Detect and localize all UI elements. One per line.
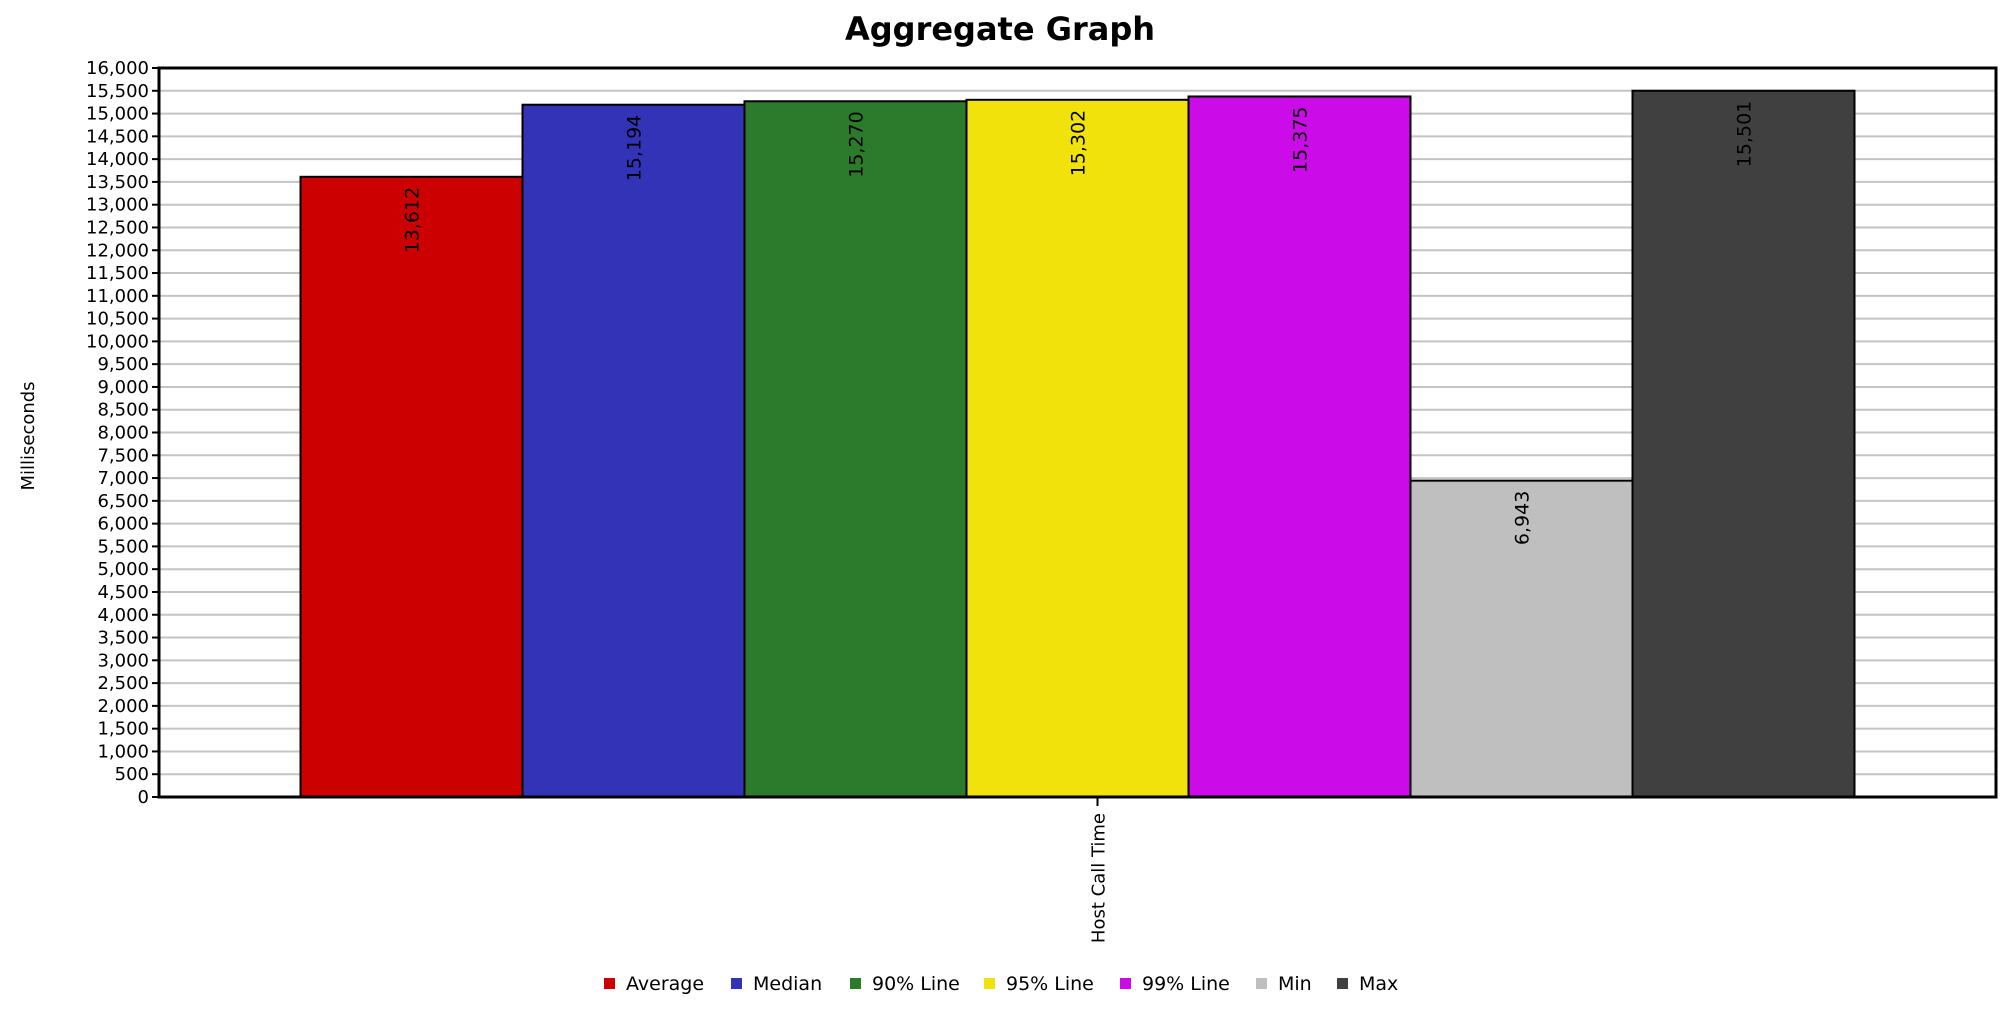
- legend-item-label: Median: [753, 973, 822, 995]
- y-tick-label: 4,500: [97, 582, 149, 603]
- y-tick-label: 5,000: [97, 559, 149, 580]
- y-axis-label: Milliseconds: [18, 381, 39, 490]
- legend-item-label: 90% Line: [872, 973, 960, 995]
- y-tick-label: 3,000: [97, 650, 149, 671]
- bar: [521, 103, 746, 798]
- y-tick-label: 10,000: [86, 331, 149, 352]
- bar: [1631, 89, 1856, 798]
- legend-swatch: [604, 978, 615, 989]
- bar-value-label: 15,501: [1734, 101, 1756, 167]
- bar-value-label: 15,270: [846, 111, 868, 177]
- bar: [965, 98, 1190, 799]
- legend-swatch: [1337, 978, 1348, 989]
- y-tick-label: 3,500: [97, 628, 149, 649]
- y-tick-label: 9,000: [97, 377, 149, 398]
- y-tick-label: 9,500: [97, 354, 149, 375]
- bar: [1409, 479, 1634, 798]
- y-tick-label: 10,500: [86, 309, 149, 330]
- y-tick-label: 15,500: [86, 81, 149, 102]
- y-tick-label: 12,500: [86, 217, 149, 238]
- y-tick-label: 14,500: [86, 126, 149, 147]
- legend-item-label: Average: [626, 973, 704, 995]
- y-tick-label: 16,000: [86, 58, 149, 79]
- legend-swatch: [731, 978, 742, 989]
- value-labels: 13,612 15,194 15,270 15,302 15,375 6,943 15,50…: [402, 101, 1756, 545]
- chart-title: Aggregate Graph: [845, 10, 1155, 48]
- y-tick-label: 15,000: [86, 104, 149, 125]
- plot-frame: [157, 66, 1998, 799]
- bar-value-label: 15,194: [624, 115, 646, 181]
- y-tick-label: 13,500: [86, 172, 149, 193]
- y-tick-label: 2,000: [97, 696, 149, 717]
- y-tick-label: 7,000: [97, 468, 149, 489]
- y-tick-label: 0: [138, 787, 149, 808]
- y-tick-label: 6,500: [97, 491, 149, 512]
- y-tick-label: 14,000: [86, 149, 149, 170]
- bar-value-label: 13,612: [402, 187, 424, 253]
- legend-swatch: [984, 978, 995, 989]
- y-tick-label: 6,000: [97, 514, 149, 535]
- legend-item-label: Min: [1278, 973, 1312, 995]
- legend-swatch: [850, 978, 861, 989]
- bar-value-label: 6,943: [1512, 491, 1534, 545]
- y-tick-label: 13,000: [86, 195, 149, 216]
- legend-swatch: [1120, 978, 1131, 989]
- y-tick-label: 7,500: [97, 445, 149, 466]
- y-tick-label: 1,000: [97, 741, 149, 762]
- bar: [743, 100, 968, 799]
- bar-value-label: 15,375: [1290, 106, 1312, 172]
- legend: Average Median 90% Line 95% Line 99% Line Min…: [604, 973, 1398, 995]
- x-tick-label: Host Call Time: [1089, 813, 1110, 943]
- y-tick-label: 12,000: [86, 240, 149, 261]
- y-tick-label: 8,500: [97, 400, 149, 421]
- legend-swatch: [1256, 978, 1267, 989]
- x-axis-ticks: Host Call Time: [1089, 797, 1110, 943]
- y-tick-label: 11,000: [86, 286, 149, 307]
- y-tick-label: 4,000: [97, 605, 149, 626]
- y-tick-label: 11,500: [86, 263, 149, 284]
- y-tick-label: 8,000: [97, 423, 149, 444]
- bar-group: [299, 89, 1856, 799]
- legend-item-label: 99% Line: [1142, 973, 1230, 995]
- y-axis-ticks: 05001,0001,5002,0002,5003,0003,5004,0004…: [86, 58, 159, 808]
- bar-value-label: 15,302: [1068, 110, 1090, 176]
- y-tick-label: 2,500: [97, 673, 149, 694]
- bar: [299, 175, 524, 799]
- bar: [1187, 95, 1412, 798]
- y-tick-label: 5,500: [97, 536, 149, 557]
- y-tick-label: 1,500: [97, 719, 149, 740]
- legend-item-label: 95% Line: [1006, 973, 1094, 995]
- legend-item-label: Max: [1359, 973, 1398, 995]
- y-tick-label: 500: [115, 764, 149, 785]
